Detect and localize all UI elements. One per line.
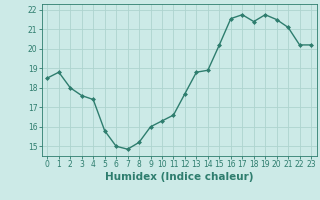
X-axis label: Humidex (Indice chaleur): Humidex (Indice chaleur) (105, 172, 253, 182)
